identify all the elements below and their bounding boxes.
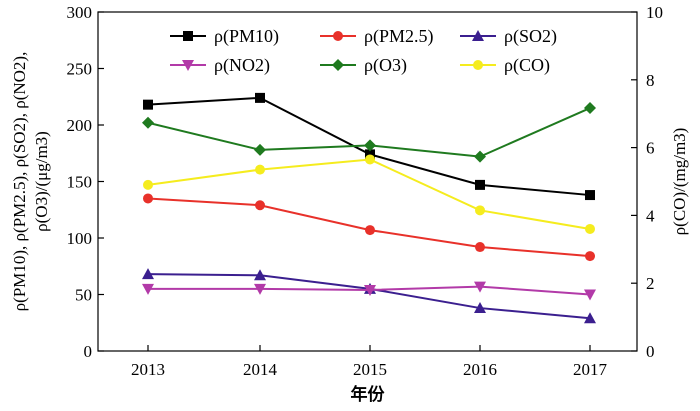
data-point — [255, 92, 265, 103]
data-point — [142, 283, 154, 295]
legend: ρ(PM10) ρ(PM2.5) ρ(SO2) ρ(NO2) ρ(O3) ρ(CO) — [170, 26, 557, 76]
y-left-tick-label: 100 — [67, 229, 93, 248]
series-layer — [142, 92, 596, 324]
data-point — [255, 200, 265, 211]
y-left-tick-label: 50 — [75, 286, 92, 305]
y-right-axis-title: ρ(CO)/(mg/m3) — [670, 128, 689, 236]
data-point — [584, 312, 596, 324]
data-point — [474, 302, 486, 314]
y-left-tick-label: 200 — [67, 116, 93, 135]
x-axis-title: 年份 — [351, 384, 386, 405]
legend-label: ρ(PM10) — [214, 26, 279, 47]
data-point — [585, 251, 595, 262]
y-left-tick-label: 300 — [67, 3, 93, 22]
axis-labels: 年份ρ(PM10), ρ(PM2.5), ρ(SO2), ρ(NO2), ρ(O3… — [10, 52, 689, 405]
series-line — [147, 158, 591, 230]
x-tick-label: 2013 — [131, 360, 165, 379]
legend-marker — [182, 60, 194, 71]
legend-item: ρ(NO2) — [170, 55, 270, 76]
x-tick-label: 2016 — [463, 360, 497, 379]
data-point — [365, 149, 375, 160]
legend-marker — [473, 60, 483, 70]
data-point — [254, 283, 266, 295]
y-left-tick-label: 0 — [84, 342, 93, 361]
y-right-tick-label: 6 — [646, 139, 655, 158]
y-right-tick-label: 8 — [646, 71, 655, 90]
series — [143, 193, 595, 262]
legend-marker — [183, 31, 193, 41]
series — [142, 268, 596, 324]
legend-label: ρ(CO) — [504, 55, 550, 76]
y-left-axis-title-line2: ρ(O3)/(μg/m3) — [32, 131, 51, 232]
data-point — [365, 154, 375, 165]
legend-label: ρ(PM2.5) — [364, 26, 434, 47]
legend-item: ρ(PM2.5) — [320, 26, 434, 47]
y-left-axis-title: ρ(PM10), ρ(PM2.5), ρ(SO2), ρ(NO2), — [10, 52, 29, 312]
data-point — [143, 99, 153, 110]
data-point — [254, 143, 266, 156]
y-right-tick-label: 0 — [646, 342, 655, 361]
data-point — [585, 190, 595, 201]
series-line — [147, 273, 591, 320]
x-tick-label: 2017 — [573, 360, 608, 379]
legend-label: ρ(NO2) — [214, 55, 270, 76]
data-point — [143, 193, 153, 204]
series — [142, 281, 596, 301]
data-point — [254, 269, 266, 281]
legend-marker — [333, 31, 343, 41]
legend-marker — [472, 30, 484, 41]
data-point — [143, 179, 153, 190]
data-point — [365, 225, 375, 236]
series — [142, 102, 596, 163]
x-tick-label: 2014 — [243, 360, 278, 379]
data-point — [475, 179, 485, 190]
data-point — [475, 205, 485, 216]
data-point — [584, 102, 596, 115]
legend-label: ρ(SO2) — [504, 26, 557, 47]
data-point — [364, 284, 376, 296]
series — [143, 92, 595, 201]
data-point — [584, 289, 596, 301]
legend-marker — [332, 59, 344, 71]
data-point — [475, 242, 485, 253]
ticks-layer: 0 50 100 150 200 250 300 0 2 4 6 8 10 2013 2014 2015 201… — [67, 3, 664, 379]
legend-item: ρ(CO) — [460, 55, 550, 76]
data-point — [474, 281, 486, 293]
data-point — [364, 139, 376, 152]
data-point — [142, 268, 154, 280]
legend-item: ρ(O3) — [320, 55, 407, 76]
y-left-tick-label: 150 — [67, 173, 93, 192]
y-right-tick-label: 2 — [646, 274, 655, 293]
legend-label: ρ(O3) — [364, 55, 407, 76]
data-point — [585, 223, 595, 234]
data-point — [255, 164, 265, 175]
y-right-tick-label: 10 — [646, 3, 663, 22]
y-left-tick-label: 250 — [67, 60, 93, 79]
legend-item: ρ(SO2) — [460, 26, 557, 47]
series — [143, 154, 595, 234]
y-right-tick-label: 4 — [646, 206, 655, 225]
data-point — [474, 150, 486, 163]
data-point — [142, 116, 154, 129]
legend-item: ρ(PM10) — [170, 26, 279, 47]
x-tick-label: 2015 — [353, 360, 387, 379]
